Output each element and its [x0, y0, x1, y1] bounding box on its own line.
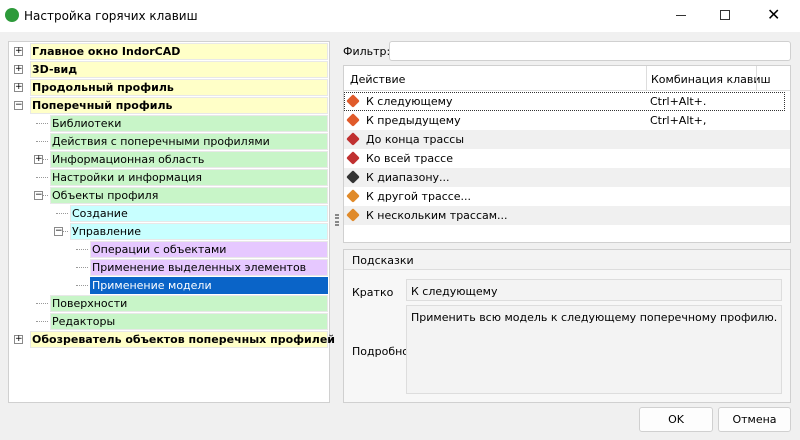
- tree-label[interactable]: Объекты профиля: [52, 189, 159, 202]
- ok-button[interactable]: OK: [639, 407, 713, 432]
- column-header[interactable]: Действие: [350, 73, 406, 86]
- tree-row[interactable]: [30, 97, 328, 114]
- maximize[interactable]: [720, 10, 730, 20]
- detail-value: Применить всю модель к следующему попере…: [411, 311, 778, 324]
- tree-label[interactable]: Поперечный профиль: [32, 99, 173, 112]
- tree-row[interactable]: [70, 205, 328, 222]
- tree-row[interactable]: [50, 187, 328, 204]
- expander[interactable]: +: [14, 334, 23, 344]
- tree-label[interactable]: Применение выделенных элементов: [92, 261, 307, 274]
- tree-label[interactable]: Редакторы: [52, 315, 116, 328]
- tree-label[interactable]: Информационная область: [52, 153, 205, 166]
- app-icon: [5, 8, 19, 22]
- action-name: Ко всей трассе: [366, 152, 453, 165]
- expander[interactable]: −: [34, 190, 43, 200]
- window-title: Настройка горячих клавиш: [24, 9, 198, 23]
- hints-title: Подсказки: [352, 254, 414, 267]
- table-row[interactable]: [344, 187, 790, 206]
- tree-row[interactable]: [30, 331, 328, 348]
- tree-line: [76, 249, 88, 250]
- tree-row[interactable]: [30, 61, 328, 78]
- tree-line: [36, 177, 48, 178]
- tree-label[interactable]: Библиотеки: [52, 117, 122, 130]
- tree-line: [76, 267, 88, 268]
- tree: + Главное окно IndorCAD +3D-вид + Продольный…: [8, 41, 335, 403]
- detail-label: Подробно: [352, 345, 410, 358]
- column-divider: [646, 66, 647, 91]
- expander[interactable]: +: [14, 82, 23, 92]
- table-row[interactable]: [344, 206, 790, 225]
- short-label: Кратко: [352, 286, 394, 299]
- table-row[interactable]: [344, 92, 785, 111]
- tree-row[interactable]: [90, 259, 328, 276]
- tree-row[interactable]: [50, 313, 328, 330]
- shortcut: Ctrl+Alt+,: [650, 114, 707, 127]
- expander[interactable]: −: [54, 226, 63, 236]
- action-name: К предыдущему: [366, 114, 461, 127]
- hints-panel: Подсказки Кратко К следующему Подробно П…: [343, 249, 791, 403]
- close[interactable]: ✕: [767, 5, 781, 24]
- tree-line: [36, 141, 48, 142]
- tree-label[interactable]: Управление: [72, 225, 142, 238]
- filter-label: Фильтр:: [343, 45, 391, 58]
- table-row[interactable]: [344, 168, 790, 187]
- table-row[interactable]: [344, 149, 790, 168]
- tree-row[interactable]: [50, 133, 328, 150]
- tree-line: [36, 123, 48, 124]
- tree-label[interactable]: Действия с поперечными профилями: [52, 135, 270, 148]
- cancel-button[interactable]: Отмена: [718, 407, 791, 432]
- action-name: К нескольким трассам...: [366, 209, 508, 222]
- action-name: К другой трассе...: [366, 190, 472, 203]
- tree-row[interactable]: [90, 277, 328, 294]
- tree-label[interactable]: Продольный профиль: [32, 81, 174, 94]
- detail-field: [406, 305, 782, 394]
- tree-label[interactable]: Поверхности: [52, 297, 128, 310]
- tree-label[interactable]: Операции с объектами: [92, 243, 227, 256]
- table-header: Действие Комбинация клавиш: [344, 66, 790, 91]
- title-bar: Настройка горячих клавиш ✕: [0, 0, 800, 32]
- column-header[interactable]: Комбинация клавиш: [651, 73, 771, 86]
- shortcut-table: Действие Комбинация клавиш К следующему C…: [343, 65, 791, 243]
- action-name: К диапазону...: [366, 171, 450, 184]
- tree-line: [56, 213, 68, 214]
- tree-line: [36, 303, 48, 304]
- table-row[interactable]: [344, 130, 790, 149]
- expander[interactable]: +: [14, 64, 23, 74]
- shortcut: Ctrl+Alt+.: [650, 95, 707, 108]
- tree-line: [36, 321, 48, 322]
- tree-label[interactable]: Обозреватель объектов поперечных профиле…: [32, 333, 335, 346]
- short-value: К следующему: [411, 285, 498, 298]
- filter-input[interactable]: [389, 41, 791, 61]
- column-divider: [756, 66, 757, 91]
- tree-row[interactable]: [50, 169, 328, 186]
- tree-row[interactable]: [30, 79, 328, 96]
- tree-row[interactable]: [30, 43, 328, 60]
- splitter[interactable]: [335, 214, 339, 226]
- action-name: К следующему: [366, 95, 453, 108]
- tree-line: [76, 285, 88, 286]
- action-name: До конца трассы: [366, 133, 465, 146]
- tree-row[interactable]: [50, 295, 328, 312]
- expander[interactable]: +: [14, 46, 23, 56]
- tree-label[interactable]: Создание: [72, 207, 128, 220]
- table-row[interactable]: [344, 111, 790, 130]
- tree-row[interactable]: [50, 151, 328, 168]
- tree-row[interactable]: [50, 115, 328, 132]
- hints-header: [344, 250, 790, 270]
- expander[interactable]: −: [14, 100, 23, 110]
- expander[interactable]: +: [34, 154, 43, 164]
- tree-row[interactable]: [70, 223, 328, 240]
- tree-row[interactable]: [90, 241, 328, 258]
- tree-label[interactable]: 3D-вид: [32, 63, 78, 76]
- tree-label[interactable]: Применение модели: [92, 279, 212, 292]
- tree-label[interactable]: Настройки и информация: [52, 171, 203, 184]
- tree-label[interactable]: Главное окно IndorCAD: [32, 45, 181, 58]
- minimize[interactable]: [676, 15, 686, 16]
- short-field: [406, 279, 782, 301]
